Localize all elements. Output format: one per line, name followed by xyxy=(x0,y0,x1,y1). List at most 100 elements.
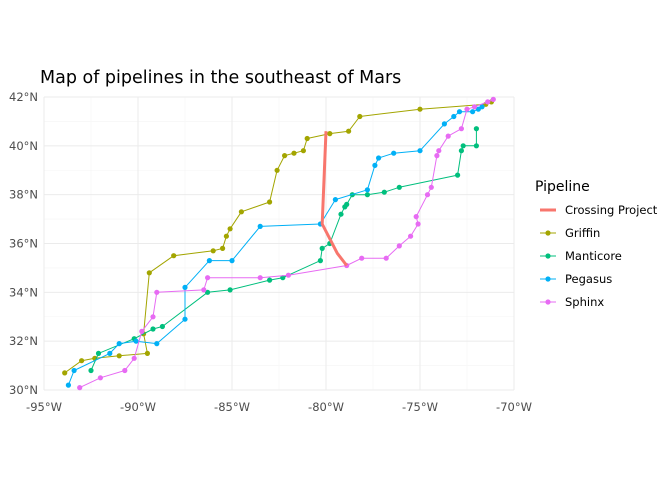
series-point xyxy=(424,192,431,198)
y-tick-label: 40°N xyxy=(9,139,38,153)
series-point xyxy=(154,289,160,295)
series-point xyxy=(441,121,447,127)
series-line xyxy=(320,131,348,267)
series-point xyxy=(223,233,229,239)
y-axis-ticks: 30°N 32°N 34°N 36°N 38°N 40°N 42°N xyxy=(9,90,38,397)
series-point xyxy=(144,350,150,356)
series-point xyxy=(451,113,457,120)
legend-key-point xyxy=(545,299,551,305)
series-point xyxy=(338,211,344,217)
series-point xyxy=(227,287,233,293)
series-point xyxy=(274,167,280,173)
x-tick-label: -95°W xyxy=(26,400,62,414)
series-point xyxy=(139,328,145,334)
series-point xyxy=(485,99,491,105)
series-point xyxy=(280,275,286,281)
series-point xyxy=(131,355,137,361)
y-tick-label: 32°N xyxy=(9,334,38,348)
legend-label: Griffin xyxy=(565,226,600,240)
series-point xyxy=(458,148,464,154)
series-point xyxy=(473,143,479,149)
series-point xyxy=(282,153,288,159)
series-griffin xyxy=(62,99,494,376)
legend-item: Griffin xyxy=(540,226,600,240)
x-tick-label: -75°W xyxy=(402,400,438,414)
series-point xyxy=(475,106,481,112)
series-point xyxy=(473,126,479,132)
series-point xyxy=(150,326,156,332)
y-tick-label: 42°N xyxy=(9,90,38,104)
series-point xyxy=(470,109,476,115)
series-point xyxy=(210,248,216,254)
legend: Pipeline Crossing Project Griffin Manticor… xyxy=(535,179,658,309)
series-point xyxy=(376,155,382,161)
series-line xyxy=(79,98,494,389)
legend-label: Crossing Project xyxy=(565,203,658,217)
series-point xyxy=(364,187,370,193)
series-point xyxy=(201,287,207,293)
x-tick-label: -70°W xyxy=(496,400,532,414)
series-point xyxy=(227,226,233,232)
legend-label: Pegasus xyxy=(565,272,612,286)
x-tick-label: -90°W xyxy=(120,400,156,414)
y-tick-label: 36°N xyxy=(9,237,38,251)
series-point xyxy=(300,148,306,154)
legend-key-point xyxy=(545,230,551,236)
legend-key-point xyxy=(545,253,551,259)
series-point xyxy=(159,323,165,330)
series-point xyxy=(291,150,297,156)
x-axis-ticks: -95°W -90°W -85°W -80°W -75°W -70°W xyxy=(26,400,532,414)
series-point xyxy=(455,172,461,178)
series-point xyxy=(71,367,77,374)
series-point xyxy=(417,106,423,112)
series-point xyxy=(206,258,212,264)
series-point xyxy=(346,128,352,134)
series-point xyxy=(417,148,423,154)
series-point xyxy=(436,148,442,154)
series-point xyxy=(364,192,370,198)
series-point xyxy=(396,243,402,249)
x-tick-label: -80°W xyxy=(308,400,344,414)
series-point xyxy=(285,272,291,278)
series-point xyxy=(327,131,333,137)
y-tick-label: 30°N xyxy=(9,383,38,397)
legend-item: Crossing Project xyxy=(540,203,658,217)
series-point xyxy=(458,126,464,132)
series-point xyxy=(205,289,211,295)
series-point xyxy=(304,135,310,142)
series-point xyxy=(65,382,71,388)
series-point xyxy=(154,341,160,347)
legend-item: Pegasus xyxy=(540,272,612,286)
series-manticore xyxy=(88,126,479,374)
series-point xyxy=(257,275,263,281)
series-point xyxy=(150,314,156,320)
series-point xyxy=(205,275,211,281)
series-point xyxy=(460,143,466,149)
legend-label: Manticore xyxy=(565,249,622,263)
legend-key-point xyxy=(545,276,551,282)
x-tick-label: -85°W xyxy=(214,400,250,414)
series-point xyxy=(79,358,85,364)
series-point xyxy=(116,341,122,347)
series-point xyxy=(464,106,470,112)
series-point xyxy=(456,109,463,115)
series-point xyxy=(107,350,113,356)
legend-items: Crossing Project Griffin Manticore Pegasus S… xyxy=(540,203,658,309)
series-point xyxy=(220,245,226,251)
series-point xyxy=(471,104,478,110)
series-point xyxy=(383,255,389,261)
series-point xyxy=(229,258,235,264)
series-point xyxy=(62,370,68,376)
series-point xyxy=(146,270,152,276)
series-point xyxy=(257,223,263,229)
series-point xyxy=(357,113,363,120)
series-point xyxy=(267,277,273,283)
series-point xyxy=(238,209,244,215)
series-point xyxy=(372,162,378,168)
series-point xyxy=(77,385,83,391)
series-crossing-project xyxy=(320,131,348,267)
series-point xyxy=(332,197,338,203)
series-point xyxy=(479,104,485,110)
series-point xyxy=(344,201,350,207)
series-point xyxy=(434,153,440,159)
